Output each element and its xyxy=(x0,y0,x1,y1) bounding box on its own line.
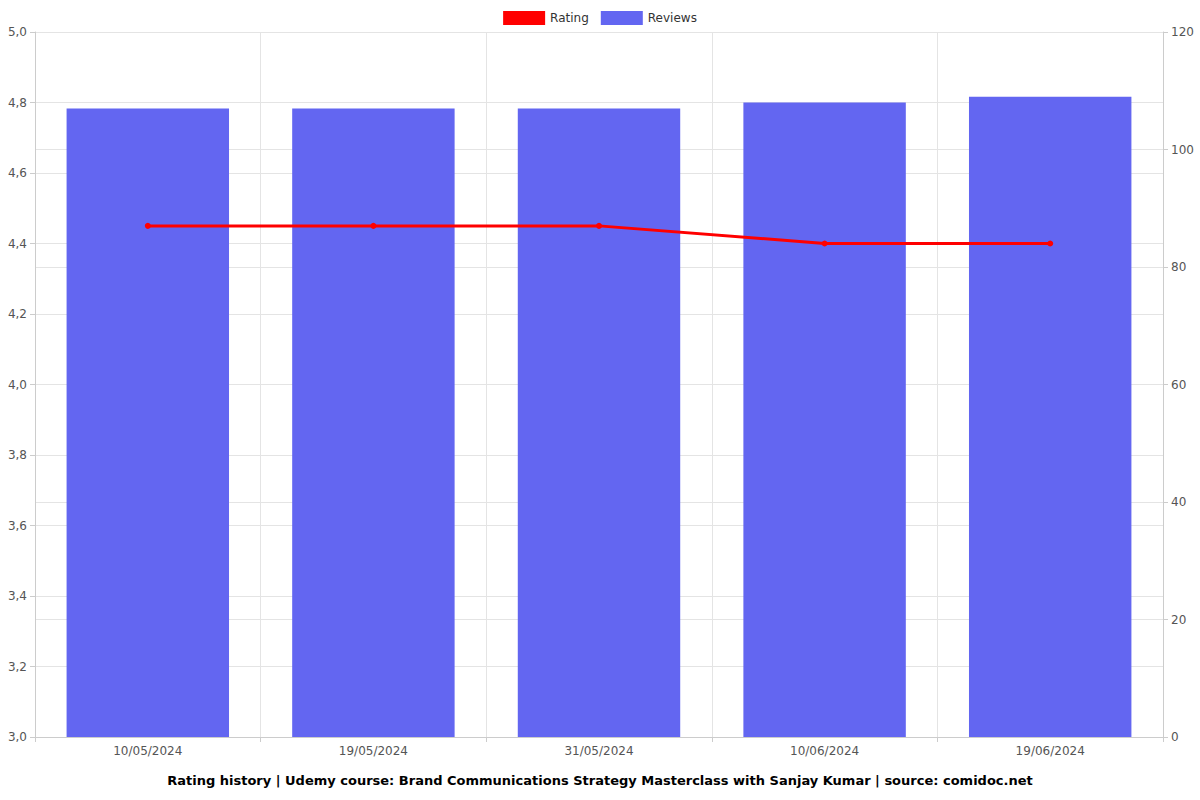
svg-text:20: 20 xyxy=(1171,613,1186,627)
svg-text:Reviews: Reviews xyxy=(648,11,697,25)
svg-text:19/05/2024: 19/05/2024 xyxy=(339,744,408,758)
svg-text:4,6: 4,6 xyxy=(8,166,27,180)
svg-text:10/06/2024: 10/06/2024 xyxy=(790,744,859,758)
svg-text:80: 80 xyxy=(1171,260,1186,274)
svg-text:40: 40 xyxy=(1171,495,1186,509)
svg-text:Rating: Rating xyxy=(550,11,589,25)
svg-text:3,2: 3,2 xyxy=(8,660,27,674)
svg-text:4,4: 4,4 xyxy=(8,237,27,251)
svg-text:60: 60 xyxy=(1171,378,1186,392)
svg-text:4,0: 4,0 xyxy=(8,378,27,392)
svg-text:5,0: 5,0 xyxy=(8,25,27,39)
svg-text:3,6: 3,6 xyxy=(8,519,27,533)
svg-text:3,8: 3,8 xyxy=(8,448,27,462)
svg-text:19/06/2024: 19/06/2024 xyxy=(1016,744,1085,758)
svg-text:Rating history | Udemy course:: Rating history | Udemy course: Brand Com… xyxy=(167,773,1033,788)
svg-text:4,8: 4,8 xyxy=(8,96,27,110)
svg-text:3,4: 3,4 xyxy=(8,589,27,603)
svg-text:3,0: 3,0 xyxy=(8,730,27,744)
svg-text:100: 100 xyxy=(1171,143,1194,157)
svg-text:0: 0 xyxy=(1171,730,1179,744)
svg-text:4,2: 4,2 xyxy=(8,307,27,321)
svg-text:10/05/2024: 10/05/2024 xyxy=(113,744,182,758)
svg-text:31/05/2024: 31/05/2024 xyxy=(564,744,633,758)
svg-text:120: 120 xyxy=(1171,25,1194,39)
